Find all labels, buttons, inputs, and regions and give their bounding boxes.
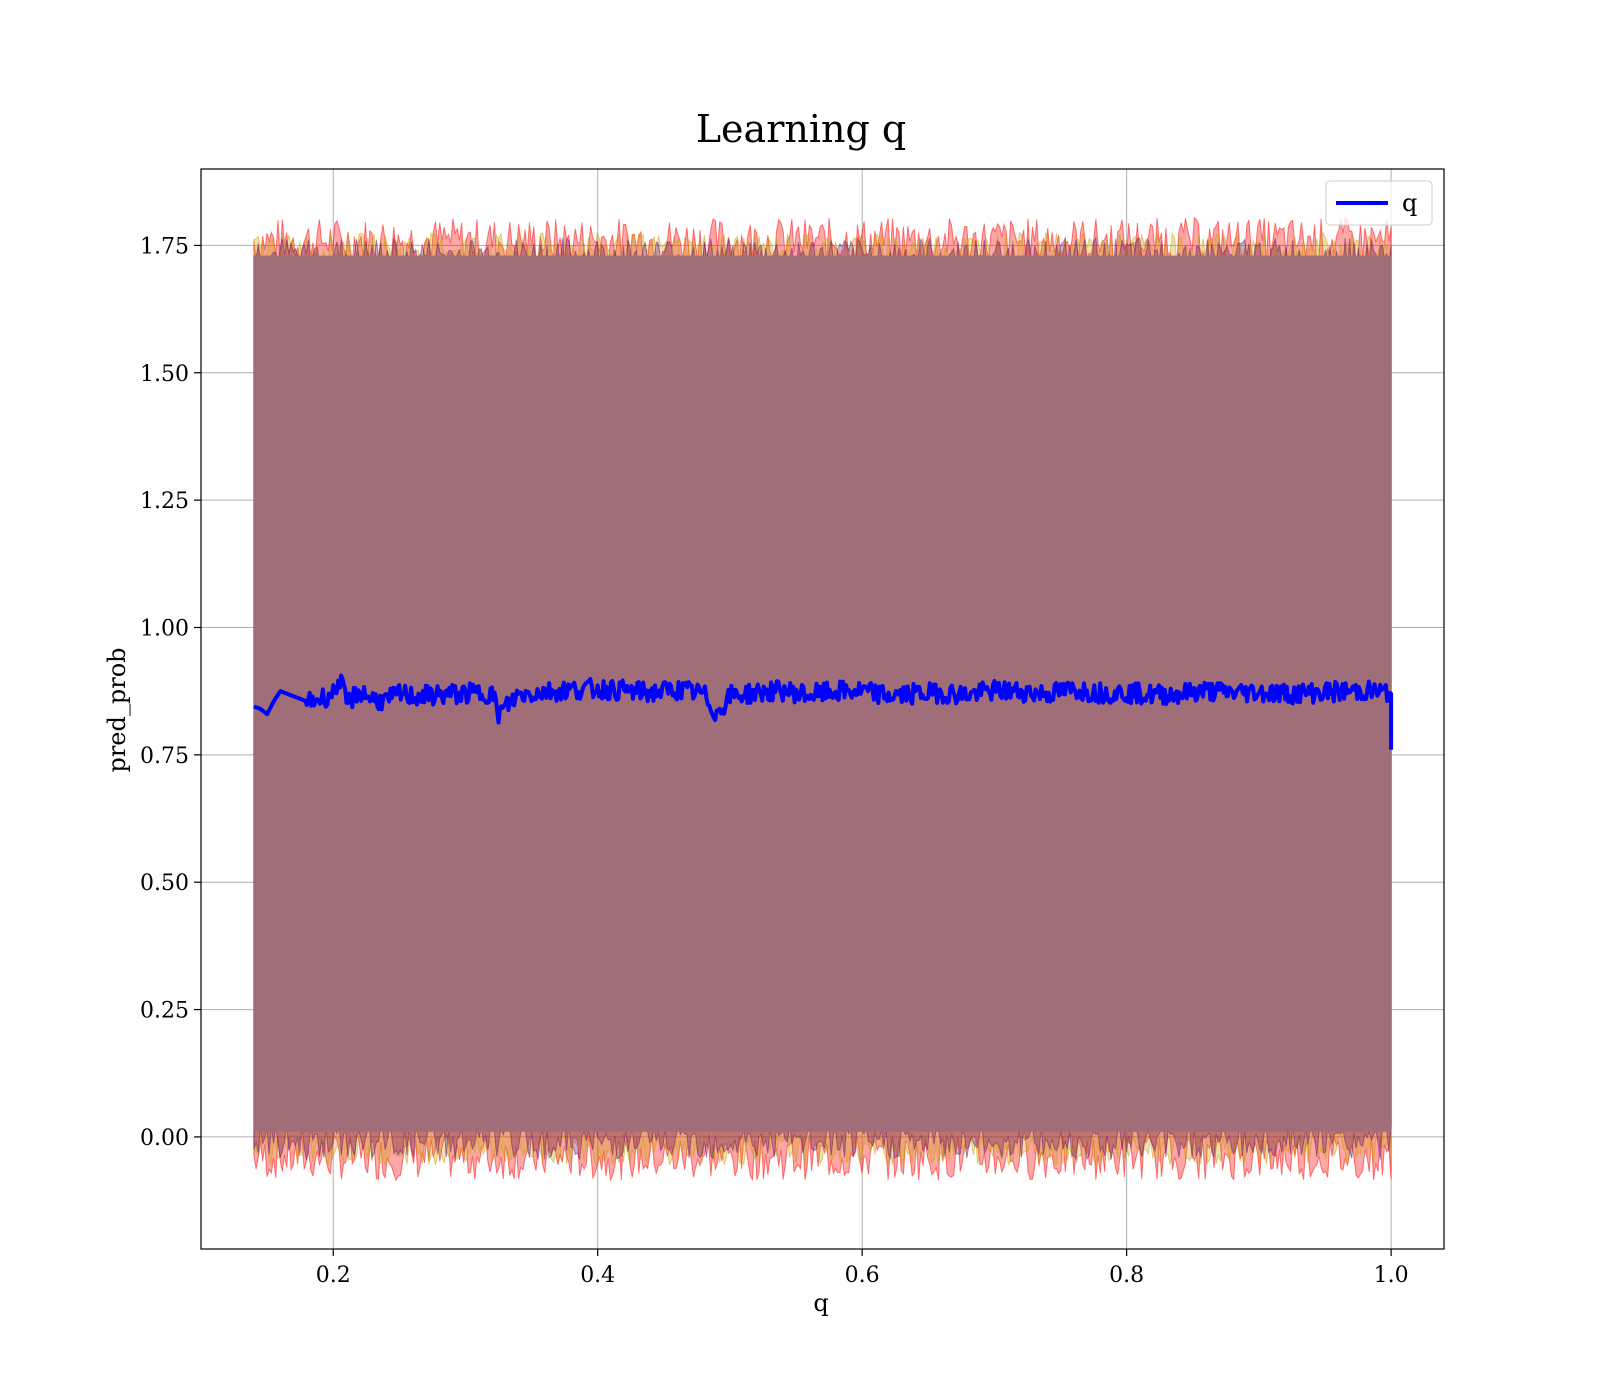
chart-title: Learning q bbox=[696, 107, 906, 151]
y-tick-label: 1.00 bbox=[140, 616, 189, 641]
x-tick-label: 1.0 bbox=[1374, 1263, 1409, 1288]
y-tick-label: 1.75 bbox=[140, 234, 189, 259]
y-tick-label: 1.50 bbox=[140, 362, 189, 387]
axes-frame bbox=[200, 168, 1445, 1250]
series-line-q bbox=[253, 673, 1394, 750]
plot-area: 0.2 0.4 0.6 0.8 1.0 0.00 0.25 0.50 0.75 1.00 1.25 1… bbox=[140, 168, 1445, 1288]
y-tick-label: 0.50 bbox=[140, 871, 189, 896]
y-tick-label: 0.75 bbox=[140, 744, 189, 769]
x-tick-label: 0.2 bbox=[316, 1263, 351, 1288]
legend-label: q bbox=[1402, 189, 1417, 217]
y-tick-label: 0.00 bbox=[140, 1126, 189, 1151]
x-tick-label: 0.8 bbox=[1109, 1263, 1144, 1288]
y-axis-label: pred_prob bbox=[103, 647, 131, 772]
y-tick-label: 0.25 bbox=[140, 999, 189, 1024]
x-tick-label: 0.4 bbox=[580, 1263, 615, 1288]
x-axis-label: q bbox=[813, 1289, 828, 1317]
x-tick-label: 0.6 bbox=[845, 1263, 880, 1288]
y-tick-label: 1.25 bbox=[140, 489, 189, 514]
